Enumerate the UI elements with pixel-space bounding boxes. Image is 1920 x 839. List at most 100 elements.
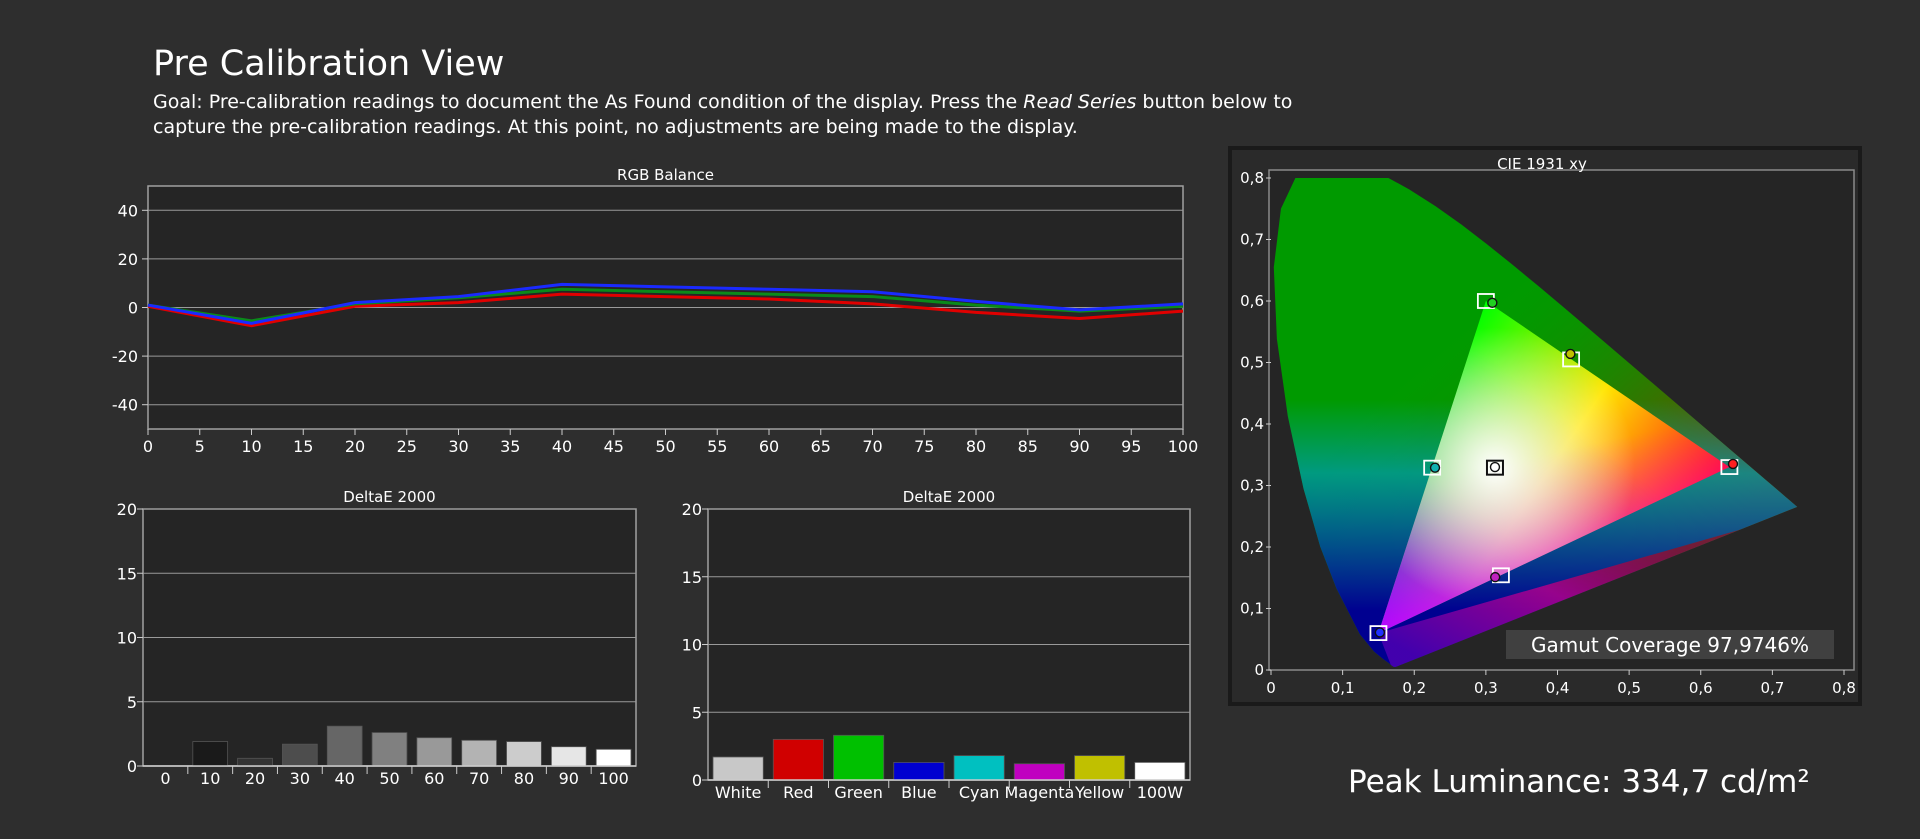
grayscale-deltae-chart: DeltaE 2000 0 5 10 15 20 0 10 20 30 40 50 60 70 80 90 10… <box>117 488 637 788</box>
rgb-balance-x-tick-label: 85 <box>1018 437 1038 456</box>
rgb-balance-y-tick-label: 20 <box>118 250 138 269</box>
grayscale-deltae-y-tick-label: 5 <box>127 693 137 712</box>
gamut-coverage-label: Gamut Coverage 97,9746% <box>1531 633 1809 657</box>
measured-point-magenta <box>1489 571 1501 583</box>
grayscale-deltae-x-tick-label: 0 <box>160 769 170 788</box>
colors-deltae-x-tick-label: White <box>715 783 762 802</box>
colors-deltae-bar <box>893 761 945 781</box>
colors-deltae-x-tick-label: Blue <box>901 783 936 802</box>
cie-y-tick-label: 0,7 <box>1240 231 1264 249</box>
colors-deltae-x-tick-label: Red <box>783 783 813 802</box>
cie-y-tick-label: 0,3 <box>1240 477 1264 495</box>
white-target-outline <box>1485 459 1504 476</box>
cie-y-tick-label: 0 <box>1254 661 1264 679</box>
colors-deltae-x-tick-label: Yellow <box>1074 783 1124 802</box>
grayscale-deltae-bar <box>326 725 363 767</box>
rgb-balance-y-tick-label: 0 <box>128 299 138 318</box>
rgb-balance-x-tick-label: 80 <box>966 437 986 456</box>
cie-x-tick-label: 0,2 <box>1402 679 1426 697</box>
colors-deltae-bar <box>1134 761 1186 781</box>
grayscale-deltae-x-tick-label: 20 <box>245 769 265 788</box>
colors-deltae-x-tick-label: Magenta <box>1004 783 1074 802</box>
colors-deltae-bar <box>1074 755 1126 781</box>
colors-deltae-bar <box>953 755 1005 781</box>
rgb-balance-x-tick-label: 70 <box>862 437 882 456</box>
colors-deltae-x-tick-label: Green <box>834 783 882 802</box>
cie-x-tick-label: 0,8 <box>1832 679 1856 697</box>
rgb-balance-title: RGB Balance <box>617 166 714 184</box>
rgb-balance-y-tick-label: -20 <box>112 347 138 366</box>
target-marker-red <box>1720 459 1739 475</box>
rgb-balance-chart: RGB Balance 40 20 0 -20 -40 0 5 10 15 20 25 30 35 40 45… <box>112 166 1198 456</box>
cie-y-tick-label: 0,4 <box>1240 415 1264 433</box>
cie-x-tick-label: 0 <box>1266 679 1276 697</box>
colors-deltae-y-tick-label: 20 <box>682 500 702 519</box>
colors-deltae-x-tick-label: Cyan <box>959 783 1000 802</box>
goal-text-emphasis: Read Series <box>1023 91 1137 113</box>
rgb-balance-x-tick-label: 100 <box>1168 437 1199 456</box>
grayscale-deltae-bar <box>192 741 229 767</box>
grayscale-deltae-bar <box>371 732 408 767</box>
gamut-coverage-box <box>1506 630 1834 659</box>
grayscale-deltae-y-tick-label: 15 <box>117 564 137 583</box>
peak-luminance: Peak Luminance: 334,7 cd/m² <box>1348 764 1810 800</box>
colors-deltae-y-tick-label: 15 <box>682 568 702 587</box>
grayscale-deltae-bar <box>506 741 542 767</box>
cie-x-tick-label: 0,3 <box>1474 679 1498 697</box>
colors-deltae-y-tick-label: 5 <box>692 703 702 722</box>
rgb-balance-x-tick-label: 10 <box>241 437 261 456</box>
cie-x-tick-label: 0,5 <box>1617 679 1641 697</box>
colors-deltae-x-tick-label: 100W <box>1137 783 1184 802</box>
cie-x-tick-label: 0,6 <box>1689 679 1713 697</box>
measured-point-yellow <box>1565 348 1576 360</box>
grayscale-deltae-y-tick-label: 0 <box>127 757 137 776</box>
colors-deltae-bar <box>772 738 824 781</box>
rgb-balance-x-tick-label: 35 <box>500 437 520 456</box>
colors-deltae-bar <box>833 734 885 781</box>
rgb-balance-x-tick-label: 30 <box>448 437 468 456</box>
red-series-line <box>147 292 1184 328</box>
grayscale-deltae-title: DeltaE 2000 <box>343 488 435 506</box>
measured-point-white <box>1489 461 1501 473</box>
rgb-balance-x-tick-label: 5 <box>195 437 205 456</box>
cie-x-tick-label: 0,4 <box>1546 679 1570 697</box>
grayscale-deltae-x-tick-label: 50 <box>379 769 399 788</box>
rgb-balance-y-tick-label: -40 <box>112 396 138 415</box>
measured-point-blue <box>1374 627 1386 638</box>
gamut-triangle-white <box>1378 301 1730 634</box>
rgb-balance-x-tick-label: 50 <box>655 437 675 456</box>
rgb-balance-x-tick-label: 40 <box>552 437 572 456</box>
colors-deltae-y-tick-label: 10 <box>682 636 702 655</box>
cie-y-tick-label: 0,6 <box>1240 292 1264 310</box>
grayscale-deltae-x-tick-label: 70 <box>469 769 489 788</box>
measured-point-green <box>1487 297 1498 309</box>
grayscale-deltae-bar <box>595 748 632 767</box>
rgb-balance-x-tick-label: 90 <box>1069 437 1089 456</box>
blue-series-line <box>147 282 1184 325</box>
rgb-balance-x-tick-label: 25 <box>397 437 417 456</box>
rgb-balance-x-tick-label: 15 <box>293 437 313 456</box>
grayscale-deltae-x-tick-label: 80 <box>514 769 534 788</box>
rgb-balance-y-tick-label: 40 <box>118 201 138 220</box>
rgb-balance-x-tick-label: 95 <box>1121 437 1141 456</box>
cie-y-tick-label: 0,8 <box>1240 169 1264 187</box>
measured-point-red <box>1727 458 1739 470</box>
rgb-balance-x-tick-label: 45 <box>604 437 624 456</box>
grayscale-deltae-x-tick-label: 40 <box>335 769 355 788</box>
rgb-balance-x-tick-label: 60 <box>759 437 779 456</box>
grayscale-deltae-bar <box>282 743 318 767</box>
colors-deltae-bar <box>1013 763 1065 781</box>
goal-text-prefix: Goal: Pre-calibration readings to docume… <box>153 91 1024 113</box>
cie-y-tick-label: 0,1 <box>1240 600 1264 618</box>
grayscale-deltae-bar <box>461 739 497 767</box>
grayscale-deltae-x-tick-label: 90 <box>559 769 579 788</box>
measured-point-cyan <box>1429 462 1441 473</box>
charts-panel: RGB Balance 40 20 0 -20 -40 0 5 10 15 20 25 30 35 40 45… <box>112 166 1198 802</box>
rgb-balance-x-tick-label: 65 <box>811 437 831 456</box>
colors-deltae-chart: DeltaE 2000 0 5 10 15 20 White Red Green Blue Cyan… <box>682 488 1191 802</box>
goal-text-suffix: button below to capture the pre-calibrat… <box>153 91 1293 138</box>
target-marker-blue <box>1369 625 1388 642</box>
rgb-balance-x-tick-label: 0 <box>143 437 153 456</box>
cie-chart-group: CIE 1931 xy 00 0,1 0,1 0,2 0,2 0,3 0,3 0,4 0,4 0,5… <box>1228 146 1862 706</box>
rgb-balance-x-tick-label: 55 <box>707 437 727 456</box>
